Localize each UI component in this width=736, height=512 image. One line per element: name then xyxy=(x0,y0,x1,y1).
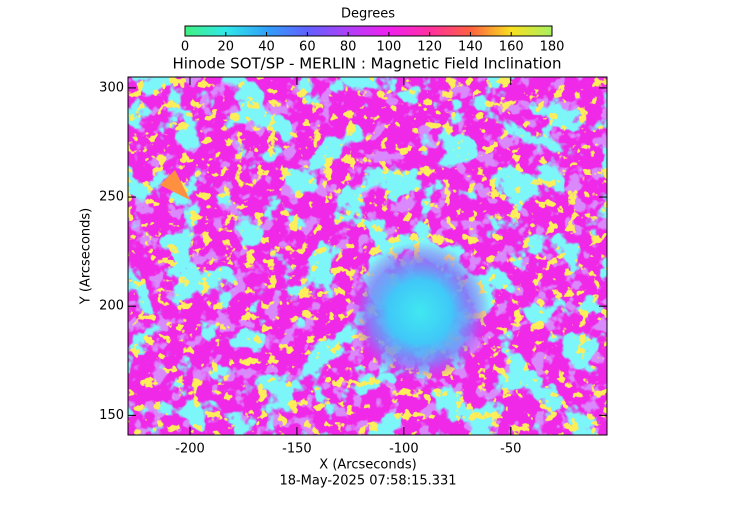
image xyxy=(128,77,607,435)
y-tick-label: 250 xyxy=(99,190,124,205)
y-tick-label: 300 xyxy=(99,80,124,95)
colorbar-tick-label: 20 xyxy=(218,40,235,55)
y-tick-label: 150 xyxy=(99,408,124,423)
colorbar-tick-label: 180 xyxy=(540,40,565,55)
colorbar-tick-label: 80 xyxy=(340,40,357,55)
colorbar-tick-label: 60 xyxy=(299,40,316,55)
colorbar-tick-label: 0 xyxy=(181,40,189,55)
y-axis-label: Y (Arcseconds) xyxy=(79,208,94,305)
x-tick-label: -150 xyxy=(282,442,312,457)
colorbar-tick-label: 40 xyxy=(258,40,275,55)
chart-title: Hinode SOT/SP - MERLIN : Magnetic Field … xyxy=(173,55,562,73)
x-tick-label: -50 xyxy=(500,442,521,457)
x-axis-label: X (Arcseconds) xyxy=(319,458,416,473)
colorbar-tick-label: 100 xyxy=(376,40,401,55)
colorbar-label: Degrees xyxy=(341,7,395,22)
footer: 18-May-2025 07:58:15.331 xyxy=(279,474,456,489)
colorbar-tick-label: 140 xyxy=(458,40,483,55)
colorbar-tick-label: 120 xyxy=(417,40,442,55)
colorbar xyxy=(184,25,553,37)
y-tick-label: 200 xyxy=(99,299,124,314)
x-tick-label: -200 xyxy=(175,442,205,457)
colorbar-tick-label: 160 xyxy=(499,40,524,55)
x-tick-label: -100 xyxy=(389,442,419,457)
plot-frame xyxy=(127,76,608,436)
